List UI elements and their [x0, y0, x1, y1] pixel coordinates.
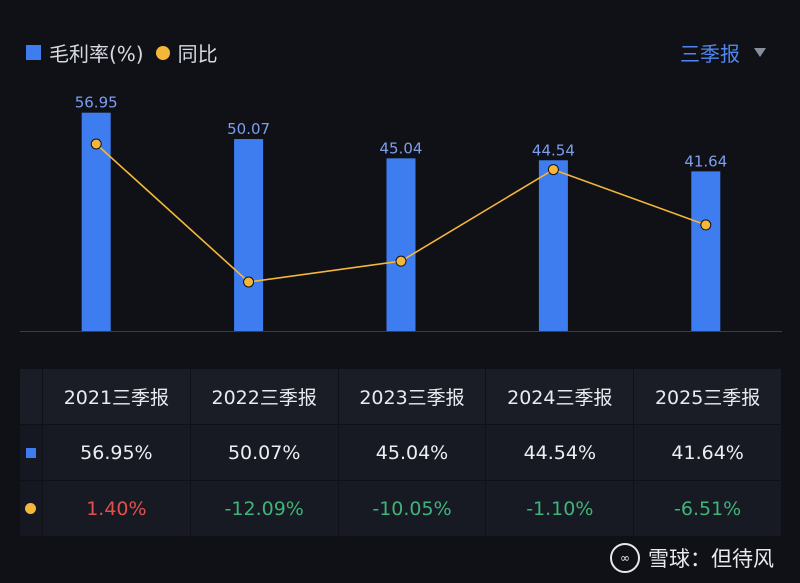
table-cell: 50.07% — [190, 425, 338, 480]
data-table: 2021三季报 2022三季报 2023三季报 2024三季报 2025三季报 56.95… — [20, 369, 782, 537]
yoy-point — [395, 255, 407, 267]
period-selector-label[interactable]: 三季报 — [680, 42, 740, 66]
table-cell: 56.95% — [42, 425, 190, 480]
table-cell: 44.54% — [486, 425, 634, 480]
yoy-point — [700, 219, 712, 231]
table-header-cell: 2022三季报 — [190, 369, 338, 424]
table-cell: 45.04% — [338, 425, 486, 480]
bar — [386, 158, 416, 331]
caret-down-icon[interactable] — [754, 48, 766, 57]
bar-value-label: 56.95 — [75, 94, 118, 112]
table-header-cell: 2024三季报 — [486, 369, 634, 424]
table-header-cell: 2025三季报 — [634, 369, 782, 424]
watermark-text: 雪球：但待风 — [648, 547, 774, 571]
bar-value-label: 44.54 — [532, 141, 575, 159]
bar — [234, 139, 264, 331]
line-row-marker-icon — [25, 503, 37, 514]
line-legend-marker — [155, 45, 170, 60]
table-header-cell: 2021三季报 — [42, 369, 190, 424]
table-cell: -6.51% — [634, 481, 782, 536]
table-cell: 41.64% — [634, 425, 782, 480]
table-header-row: 2021三季报 2022三季报 2023三季报 2024三季报 2025三季报 — [20, 369, 782, 424]
table-row: 1.40% -12.09% -10.05% -1.10% -6.51% — [20, 481, 782, 536]
table-corner-cell — [20, 369, 42, 424]
line-legend-label: 同比 — [177, 42, 218, 66]
gross-margin-chart: 56.95 50.07 45.04 44.54 41.64 — [20, 94, 782, 332]
bar — [691, 171, 721, 331]
table-cell: -12.09% — [190, 481, 338, 536]
table-header-cell: 2023三季报 — [338, 369, 486, 424]
bar — [538, 160, 568, 331]
bar-value-label: 41.64 — [684, 152, 727, 170]
watermark: ∞ 雪球：但待风 — [610, 543, 774, 573]
table-cell: -10.05% — [338, 481, 486, 536]
xueqiu-logo-icon: ∞ — [610, 543, 640, 573]
table-cell: -1.10% — [486, 481, 634, 536]
bar-value-label: 45.04 — [380, 139, 423, 157]
bar-value-label: 50.07 — [227, 120, 270, 138]
yoy-point — [243, 276, 255, 288]
yoy-point — [90, 138, 102, 150]
table-row: 56.95% 50.07% 45.04% 44.54% 41.64% — [20, 425, 782, 480]
table-cell: 1.40% — [42, 481, 190, 536]
yoy-point — [547, 164, 559, 176]
bar-legend-marker — [26, 45, 41, 60]
period-selector[interactable]: 三季报 — [680, 38, 766, 67]
chart-legend: 毛利率(%) 同比 — [26, 38, 218, 67]
bar-row-marker-icon — [25, 447, 36, 458]
row-marker-cell — [20, 425, 42, 480]
bar-legend-label: 毛利率(%) — [49, 42, 144, 66]
row-marker-cell — [20, 481, 42, 536]
